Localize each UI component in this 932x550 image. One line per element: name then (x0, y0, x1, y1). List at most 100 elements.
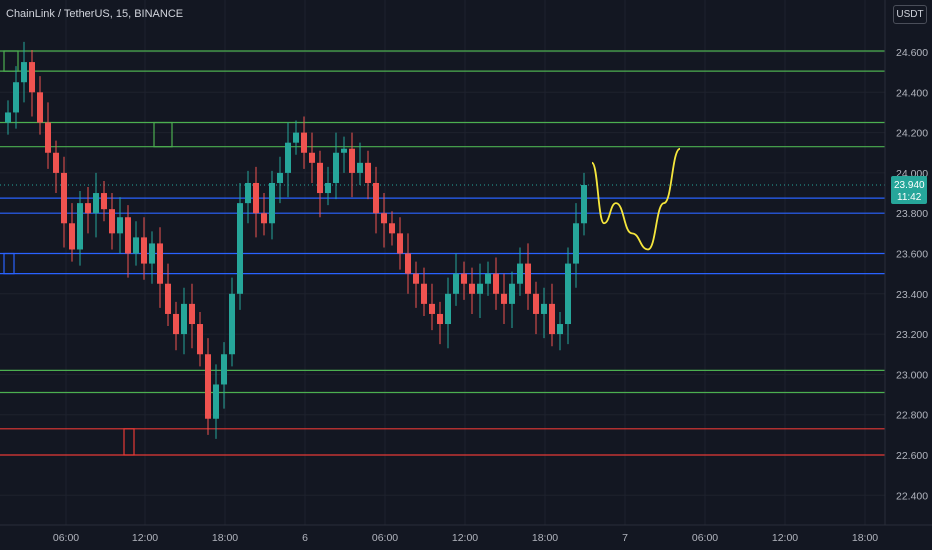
time-tick-label: 7 (622, 532, 628, 544)
candle-body (453, 273, 459, 294)
time-tick-label: 12:00 (132, 532, 158, 544)
candle-body (45, 122, 51, 153)
candle-body (461, 273, 467, 284)
candle-body (261, 213, 267, 224)
candle-body (501, 293, 507, 304)
currency-button[interactable]: USDT (893, 5, 927, 24)
candle-body (421, 283, 427, 304)
candle-body (197, 324, 203, 355)
candle-body (221, 354, 227, 385)
candle-body (429, 303, 435, 314)
candle-body (165, 283, 171, 314)
candle-body (133, 237, 139, 254)
time-tick-label: 18:00 (532, 532, 558, 544)
candle-body (37, 92, 43, 123)
candle-body (309, 152, 315, 163)
price-axis[interactable]: 24.60024.40024.20024.00023.80023.60023.4… (884, 0, 928, 525)
candle-body (189, 303, 195, 325)
candle-body (405, 253, 411, 274)
candle-body (517, 263, 523, 284)
current-price-value: 23.940 (894, 180, 925, 191)
price-tick-label: 23.400 (896, 289, 928, 301)
zone-box[interactable] (123, 428, 135, 456)
candle-body (565, 263, 571, 325)
projection-curve[interactable] (591, 147, 681, 251)
time-tick-label: 12:00 (452, 532, 478, 544)
time-tick-label: 6 (302, 532, 308, 544)
candle-body (349, 148, 355, 173)
price-tick-label: 23.200 (896, 329, 928, 341)
candle-body (93, 193, 99, 214)
candle-body (373, 182, 379, 214)
time-tick-label: 06:00 (692, 532, 718, 544)
candle-body (485, 273, 491, 284)
candle-body (69, 223, 75, 250)
price-tick-label: 23.000 (896, 369, 928, 381)
zone-box[interactable] (3, 50, 19, 72)
candle-body (157, 243, 163, 284)
candle-body (245, 182, 251, 204)
candle-body (109, 209, 115, 234)
candle-body (333, 152, 339, 183)
candle-body (13, 82, 19, 113)
current-price-tag: 23.940 11:42 (891, 176, 927, 204)
candle-body (413, 273, 419, 284)
candle-body (277, 172, 283, 183)
candle-body (445, 293, 451, 325)
candle-body (53, 152, 59, 173)
zone-box[interactable] (3, 252, 15, 275)
candle-body (341, 148, 347, 153)
candle-body (149, 243, 155, 264)
candle-body (365, 162, 371, 183)
candle-body (557, 324, 563, 335)
candle-body (85, 203, 91, 214)
time-axis[interactable]: 06:00 12:00 18:00 6 06:00 12:00 18:00 7 06:00 12:… (0, 524, 932, 544)
candle-body (541, 303, 547, 314)
candle-body (5, 112, 11, 123)
candle-body (21, 62, 27, 83)
time-tick-label: 06:00 (53, 532, 79, 544)
candle-body (509, 283, 515, 304)
symbol-title[interactable]: ChainLink / TetherUS, 15, BINANCE (6, 8, 184, 20)
time-tick-label: 18:00 (852, 532, 878, 544)
candle-body (469, 283, 475, 294)
candle-body (101, 193, 107, 210)
countdown-value: 11:42 (897, 192, 922, 203)
candle-body (237, 203, 243, 294)
time-tick-label: 12:00 (772, 532, 798, 544)
price-tick-label: 24.200 (896, 128, 928, 140)
candle-body (549, 303, 555, 335)
grid (0, 0, 885, 525)
candle-body (477, 283, 483, 294)
candle-body (397, 233, 403, 254)
price-tick-label: 22.800 (896, 410, 928, 422)
price-tick-label: 22.600 (896, 450, 928, 462)
price-tick-label: 22.400 (896, 490, 928, 502)
candle-body (437, 313, 443, 325)
candle-body (533, 293, 539, 314)
candle-body (269, 182, 275, 224)
candle-body (117, 217, 123, 234)
horizontal-levels[interactable] (0, 50, 885, 456)
time-tick-label: 18:00 (212, 532, 238, 544)
candle-body (381, 213, 387, 224)
zone-box[interactable] (153, 121, 173, 148)
candle-body (253, 182, 259, 214)
candle-body (141, 237, 147, 264)
price-tick-label: 23.600 (896, 249, 928, 261)
candle-body (229, 293, 235, 355)
candle-body (61, 172, 67, 224)
price-tick-label: 23.800 (896, 208, 928, 220)
candle-body (389, 223, 395, 234)
candle-body (301, 132, 307, 153)
candle-body (173, 313, 179, 335)
candle-body (525, 263, 531, 294)
time-tick-label: 06:00 (372, 532, 398, 544)
candle-body (325, 182, 331, 194)
price-tick-label: 24.400 (896, 87, 928, 99)
candle-body (293, 132, 299, 143)
candle-body (77, 203, 83, 250)
candle-body (317, 162, 323, 194)
candle-body (125, 217, 131, 254)
